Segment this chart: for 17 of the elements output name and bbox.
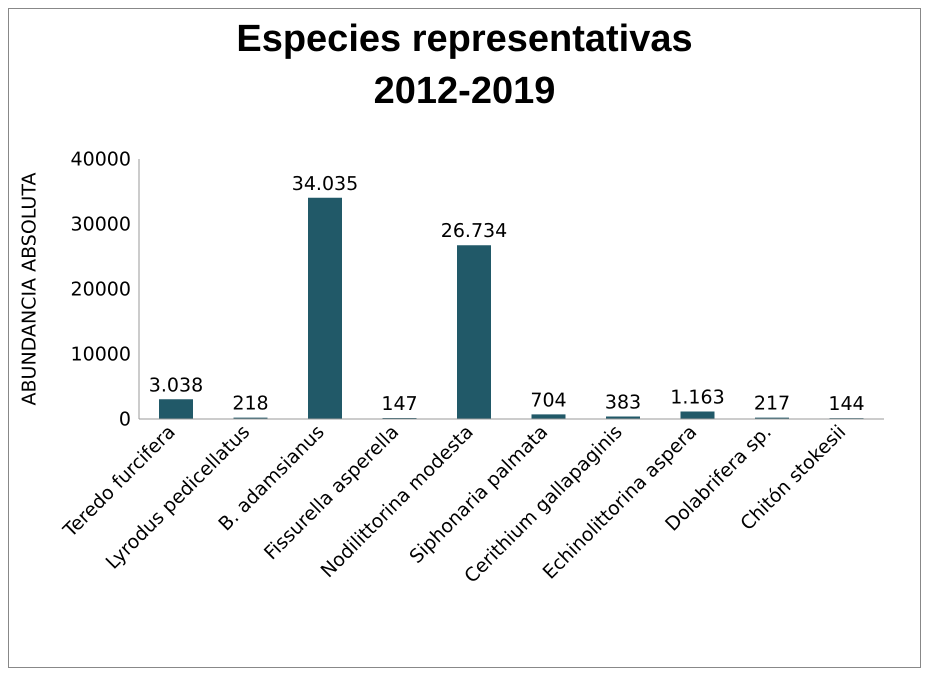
chart-title: Especies representativas 2012-2019 — [235, 17, 694, 114]
data-label: 704 — [530, 389, 567, 412]
data-label: 383 — [604, 392, 642, 414]
data-label: 144 — [828, 393, 865, 416]
data-label: 26.734 — [440, 220, 508, 242]
data-label: 3.038 — [148, 374, 204, 396]
data-label: 217 — [754, 392, 790, 415]
y-tick-label: 0 — [118, 408, 131, 431]
y-tick-label: 10000 — [70, 344, 131, 366]
data-label: 1.163 — [670, 386, 725, 408]
y-tick-label: 30000 — [70, 214, 131, 236]
y-tick-label: 40000 — [70, 148, 131, 171]
data-label: 147 — [381, 393, 418, 416]
y-axis-title: ABUNDANCIA ABSOLUTA — [18, 172, 41, 406]
y-tick-label: 20000 — [70, 278, 131, 301]
data-label: 34.035 — [292, 172, 358, 195]
data-label: 218 — [232, 392, 269, 415]
